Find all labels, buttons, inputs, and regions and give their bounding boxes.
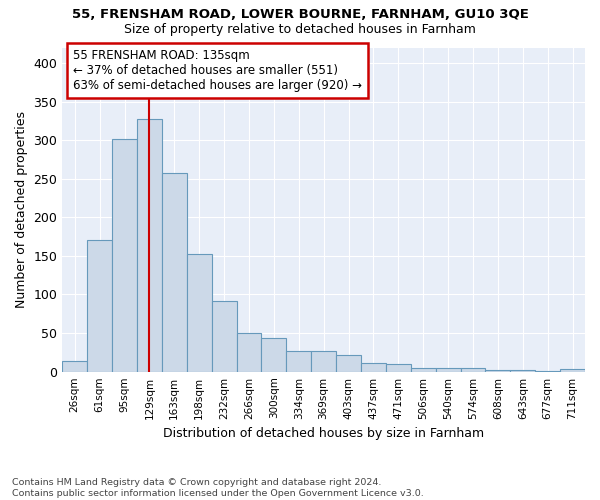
Bar	[386, 364, 411, 372]
Bar	[535, 371, 560, 372]
Bar	[436, 368, 461, 372]
Bar	[411, 368, 436, 372]
Y-axis label: Number of detached properties: Number of detached properties	[15, 111, 28, 308]
Bar	[511, 370, 535, 372]
Bar	[112, 138, 137, 372]
Bar	[87, 240, 112, 372]
Bar	[62, 361, 87, 372]
Text: 55, FRENSHAM ROAD, LOWER BOURNE, FARNHAM, GU10 3QE: 55, FRENSHAM ROAD, LOWER BOURNE, FARNHAM…	[71, 8, 529, 20]
Bar	[236, 333, 262, 372]
Bar	[162, 172, 187, 372]
Bar	[286, 351, 311, 372]
Text: Size of property relative to detached houses in Farnham: Size of property relative to detached ho…	[124, 22, 476, 36]
Text: 55 FRENSHAM ROAD: 135sqm
← 37% of detached houses are smaller (551)
63% of semi-: 55 FRENSHAM ROAD: 135sqm ← 37% of detach…	[73, 49, 362, 92]
Bar	[336, 354, 361, 372]
Bar	[311, 351, 336, 372]
Bar	[361, 363, 386, 372]
Bar	[212, 302, 236, 372]
Text: Contains HM Land Registry data © Crown copyright and database right 2024.
Contai: Contains HM Land Registry data © Crown c…	[12, 478, 424, 498]
Bar	[187, 254, 212, 372]
X-axis label: Distribution of detached houses by size in Farnham: Distribution of detached houses by size …	[163, 427, 484, 440]
Bar	[262, 338, 286, 372]
Bar	[485, 370, 511, 372]
Bar	[560, 368, 585, 372]
Bar	[137, 118, 162, 372]
Bar	[461, 368, 485, 372]
